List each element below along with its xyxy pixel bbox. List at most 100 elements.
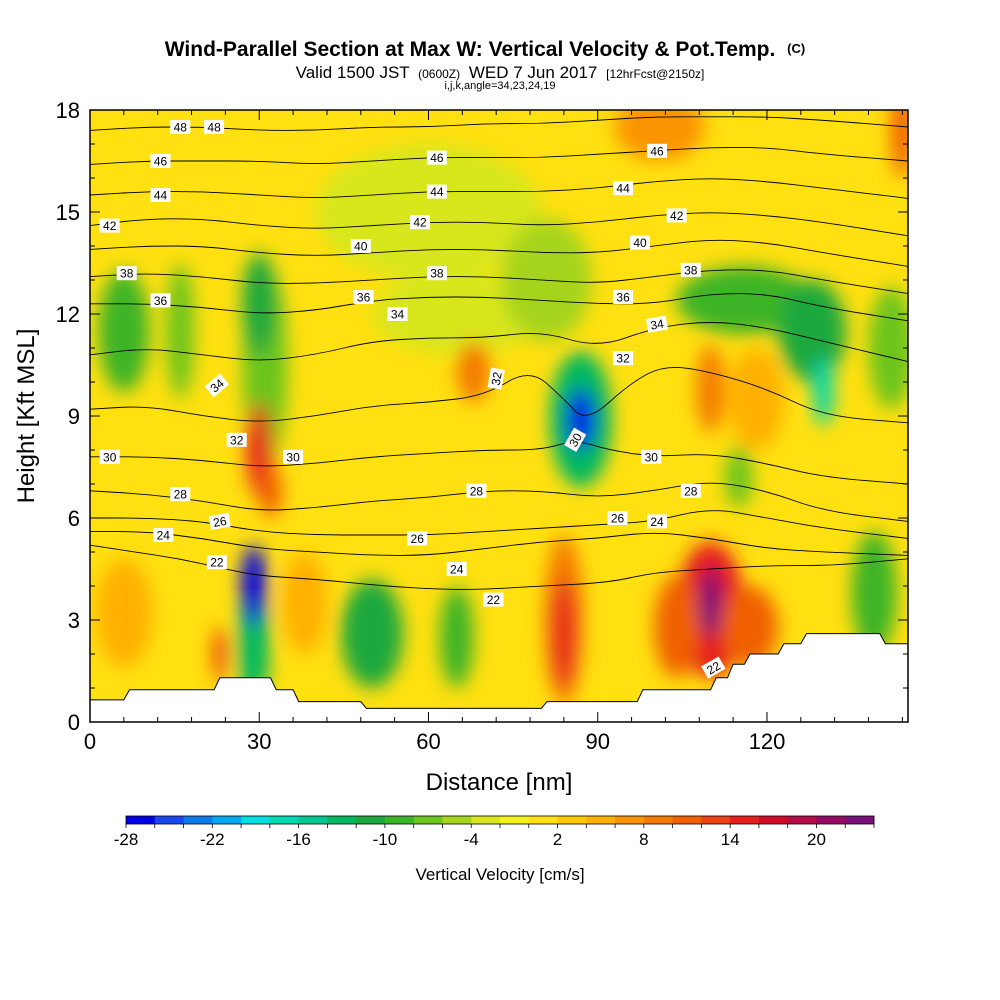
contour-label: 40 [350,239,371,254]
contour-label: 46 [150,154,171,169]
subtitle-valid: Valid 1500 JST [296,63,410,82]
contour-label-text: 36 [616,291,630,305]
theta-contour-46 [90,146,908,165]
contour-label-text: 32 [230,433,244,447]
contour-label-text: 46 [154,155,168,169]
contour-label-bg [99,218,120,233]
chart-title-text: Wind-Parallel Section at Max W: Vertical… [165,38,776,61]
colorbar-swatch [356,816,386,824]
contour-label: 30 [99,449,120,464]
velocity-cell [281,552,327,654]
contour-label-text: 40 [633,236,647,250]
y-tick-label: 12 [56,302,80,327]
contour-label-text: 32 [489,371,505,387]
colorbar-swatch [384,816,415,824]
subtitle-zulu: (0600Z) [418,67,460,81]
contour-label: 38 [116,266,137,281]
contour-label: 30 [564,427,587,452]
colorbar-tick-label: 8 [639,830,648,849]
contour-label: 30 [641,449,662,464]
contour-label-text: 30 [103,450,117,464]
contour-label: 34 [387,307,408,322]
colorbar-swatch [126,816,156,824]
contour-label-text: 36 [357,291,371,305]
velocity-cell [166,263,195,399]
velocity-cell [724,446,753,508]
contour-label: 32 [613,351,634,366]
contour-label: 28 [170,487,191,502]
contour-label: 26 [208,512,231,531]
y-tick-label: 6 [68,506,80,531]
contour-label: 22 [206,555,227,570]
theta-contour-48 [90,116,908,131]
contour-label-text: 30 [645,450,659,464]
contour-label-text: 30 [566,430,585,449]
colorbar-swatch [787,816,817,824]
velocity-cell [241,545,267,627]
velocity-cell [699,569,722,637]
contour-label-bg [564,427,587,452]
velocity-cell [242,252,277,355]
colorbar-swatch [816,816,846,824]
contour-label-text: 48 [207,121,221,135]
colorbar-swatch [154,816,184,824]
contour-label-bg [613,290,634,304]
theta-contour-36 [90,293,908,322]
contour-label-bg [645,315,669,333]
contour-label-text: 30 [286,450,300,464]
contour-label-text: 48 [174,121,188,135]
contour-label: 22 [483,592,504,607]
contour-label-bg [387,307,408,321]
contour-label-bg [170,487,191,502]
contour-label-text: 26 [212,514,228,530]
contour-label-text: 38 [430,267,444,281]
colorbar-swatch [643,816,674,824]
colorbar-swatch [442,816,472,824]
velocity-cell [696,344,725,433]
colorbar-swatch [557,816,587,824]
velocity-cell [212,626,227,682]
plot-area: 22 22 22 24 24 24 26 26 26 28 28 28 30 30 30 30 32 32 32 34… [90,110,908,722]
contour-label-bg [630,235,650,250]
contour-label-bg [283,449,304,464]
y-tick-label: 15 [56,200,80,225]
contour-label-text: 40 [354,240,368,254]
velocity-cell [341,579,404,688]
contour-label-bg [99,449,120,464]
contour-label: 26 [607,511,628,526]
contour-label: 44 [150,188,171,203]
y-axis-title: Height [Kft MSL] [13,329,40,504]
velocity-cell [676,266,813,335]
contour-label-bg [613,181,634,196]
contour-label: 32 [226,432,247,447]
velocity-cell [315,144,542,280]
theta-contour-24 [90,531,908,556]
colorbar: -28 -22 -16 -10 -4 2 8 14 20 [114,815,875,849]
contour-label-text: 34 [649,317,665,333]
contour-label-bg [641,449,662,464]
contour-label: 24 [446,562,467,577]
colorbar-title: Vertical Velocity [cm/s] [415,865,584,884]
contour-label-text: 34 [391,308,405,322]
colorbar-swatch [327,816,357,824]
theta-contour-44 [90,178,908,199]
contour-label: 44 [426,184,447,199]
contour-label-bg [410,215,430,230]
contour-label: 36 [150,293,171,308]
contour-label-bg [680,483,701,498]
contour-label: 42 [666,208,687,223]
colorbar-swatch [615,816,645,824]
contour-label-bg [407,531,428,546]
subtitle-forecast: [12hrFcst@2150z] [606,67,704,81]
colorbar-swatch [586,816,616,824]
colorbar-swatch [241,816,271,824]
contour-label-bg [153,528,174,542]
contour-label-text: 46 [650,144,664,158]
velocity-cell [868,286,908,410]
contour-label-bg [204,373,230,398]
colorbar-swatch [701,816,731,824]
chart-title-mark: (C) [787,41,805,56]
velocity-cell [721,586,779,668]
contour-label: 36 [613,290,634,305]
